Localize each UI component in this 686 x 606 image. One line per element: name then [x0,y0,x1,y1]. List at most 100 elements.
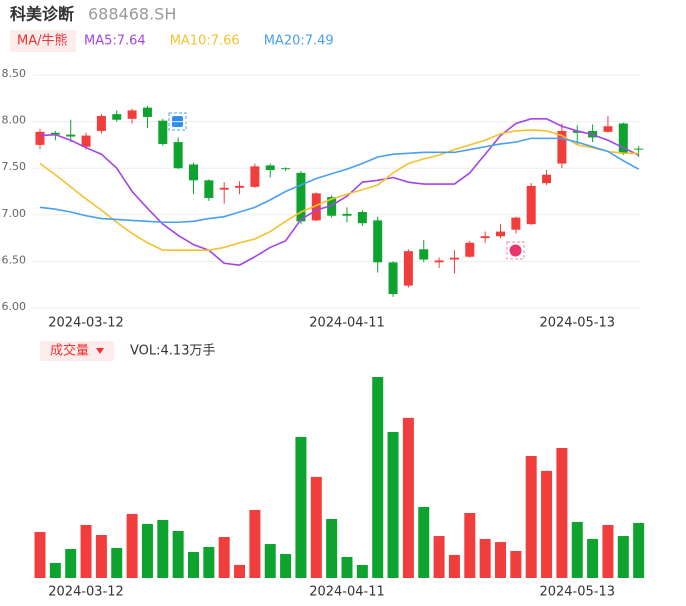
volume-label: VOL:4.13万手 [130,344,215,359]
volume-bar [464,512,476,578]
candle-body [449,257,459,260]
volume-bar [387,432,399,578]
candle-body [388,262,398,295]
volume-bar [479,538,491,578]
volume-bar [249,509,261,578]
candle-body [357,212,367,224]
volume-bar [633,522,645,578]
volume-bar [34,532,46,578]
volume-bar [49,562,61,578]
volume-bar [126,513,138,578]
candle-body [235,185,245,188]
volume-button[interactable] [40,341,114,361]
candle-body [618,123,628,154]
candle-body [112,114,122,120]
volume-bar [234,564,246,578]
volume-bar [111,548,123,578]
candle-body [96,116,106,131]
candle-body [542,174,552,184]
indicator-label[interactable]: MA/牛熊 [17,33,68,49]
candle-body [158,120,168,144]
candle-body [265,165,275,171]
volume-bar [188,552,199,578]
x-tick-label: 2024-03-12 [48,585,124,600]
volume-bar [310,476,322,578]
candle-body [311,193,321,221]
volume-bar [602,524,614,578]
ma-line [39,137,640,224]
candle-body [327,197,337,216]
volume-bar [295,436,307,578]
volume-bar [341,556,353,578]
x-tick-label: 2024-05-13 [539,316,615,331]
indicator-button[interactable] [10,30,76,52]
candle-body [296,172,306,222]
volume-bar [80,524,92,578]
volume-bar [218,536,230,578]
volume-bar [326,518,338,578]
candle-body [465,242,475,257]
volume-bar [433,536,445,578]
stock-code: 688468.SH [88,5,176,24]
x-tick-label: 2024-05-13 [539,585,615,600]
candle-body [434,260,444,263]
y-tick-label: 6.00 [2,300,27,313]
candle-body [496,231,505,237]
candle-body [511,217,521,230]
candle-body [603,126,613,132]
volume-bar [495,542,506,578]
candle-body [526,185,536,225]
volume-bar [95,534,107,578]
candle-body [281,168,291,170]
x-tick-label: 2024-04-11 [309,316,385,331]
volume-bar [172,530,184,578]
candle-body [81,135,91,147]
volume-bar [157,519,169,578]
volume-bar [541,470,553,578]
volume-bar [617,536,629,578]
candle-body [142,107,152,117]
legend-entry: MA20:7.49 [264,34,334,49]
y-tick-label: 8.00 [2,114,27,127]
candle-body [403,251,413,286]
volume-bar [65,548,77,578]
candle-body [219,187,229,190]
candle-body [373,220,383,263]
candle-body [204,180,214,199]
volume-bar [556,447,568,578]
candle-body [127,110,137,119]
x-tick-label: 2024-04-11 [309,585,385,600]
volume-title[interactable]: 成交量 [50,343,89,359]
volume-bar [402,417,414,578]
legend-entry: MA10:7.66 [170,34,240,49]
candle-body [189,164,198,181]
volume-bar [525,455,537,578]
y-tick-label: 7.00 [2,207,27,220]
volume-bar [571,521,583,578]
y-tick-label: 8.50 [2,67,27,80]
y-tick-label: 6.50 [2,253,27,266]
volume-bar [356,564,368,578]
volume-bar [418,507,430,578]
candle-body [173,142,183,169]
candle-body [419,249,429,260]
candle-body [342,213,352,216]
candle-body [66,134,76,137]
marker-icon [506,241,525,260]
candle-body [557,130,567,164]
dropdown-arrow[interactable] [96,348,104,354]
volume-bar [280,554,292,578]
ma-line [39,118,639,266]
volume-bar [141,523,153,578]
ma-line [39,129,639,252]
candle-body [480,236,490,239]
volume-bar [510,550,522,578]
volume-bar [203,546,215,578]
volume-bar [264,544,276,578]
y-tick-label: 7.50 [2,160,27,173]
volume-bar [448,554,460,578]
x-tick-label: 2024-03-12 [48,316,124,331]
candle-body [35,131,45,145]
volume-bar [372,377,384,578]
